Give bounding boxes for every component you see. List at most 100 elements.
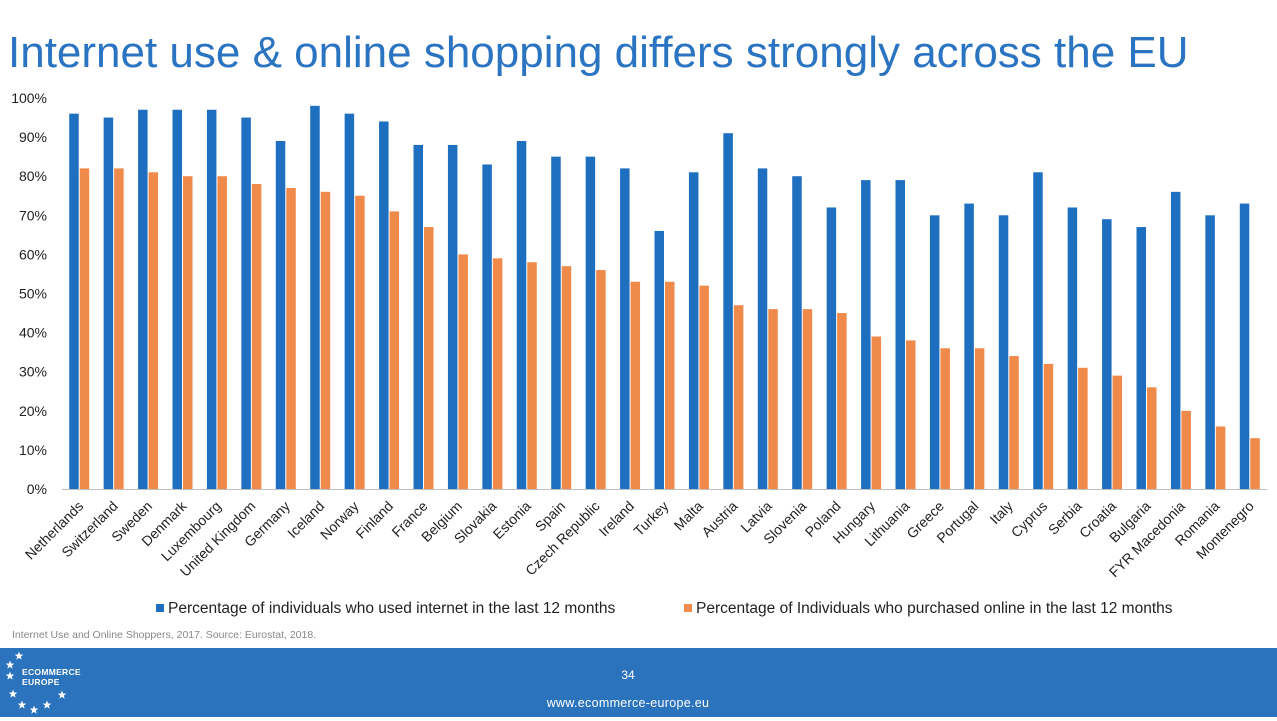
bar-purchase bbox=[355, 195, 365, 489]
x-tick-label: Ireland bbox=[596, 498, 638, 540]
page-number: 34 bbox=[621, 668, 635, 682]
bar-internet bbox=[1102, 219, 1112, 489]
bar-purchase bbox=[974, 348, 985, 489]
bar-internet bbox=[964, 203, 974, 489]
bar-purchase bbox=[906, 340, 916, 489]
x-tick-label: Turkey bbox=[630, 498, 671, 539]
bar-purchase bbox=[768, 309, 778, 489]
bar-purchase bbox=[940, 348, 950, 489]
legend-item-purchase: Percentage of Individuals who purchased … bbox=[684, 600, 1173, 618]
bar-internet bbox=[1205, 215, 1215, 490]
y-tick-label: 30% bbox=[19, 364, 47, 380]
x-tick-label: Austria bbox=[698, 498, 740, 540]
star-icon bbox=[8, 689, 18, 698]
bar-purchase bbox=[492, 258, 503, 489]
bar-internet bbox=[103, 117, 114, 490]
y-tick-label: 50% bbox=[19, 286, 47, 302]
x-tick-label: Italy bbox=[986, 498, 1015, 527]
legend-swatch-internet bbox=[156, 604, 164, 612]
page-title: Internet use & online shopping differs s… bbox=[8, 28, 1189, 77]
bar-internet bbox=[551, 156, 561, 489]
bar-internet bbox=[757, 168, 768, 489]
bar-internet bbox=[275, 141, 286, 489]
legend-label-purchase: Percentage of Individuals who purchased … bbox=[696, 600, 1173, 617]
bar-internet bbox=[447, 144, 458, 490]
bar-internet bbox=[379, 121, 389, 490]
star-icon bbox=[5, 660, 15, 669]
bar-internet bbox=[998, 215, 1009, 490]
bar-purchase bbox=[1043, 363, 1054, 489]
bar-purchase bbox=[1009, 356, 1019, 489]
bar-purchase bbox=[148, 172, 159, 489]
y-tick-label: 100% bbox=[11, 90, 47, 106]
star-icon bbox=[17, 700, 27, 709]
bar-purchase bbox=[1215, 426, 1226, 489]
y-tick-label: 90% bbox=[19, 129, 47, 145]
y-axis: 0% 10% 20% 30% 40% 50% 60% 70% 80% 90% 100% bbox=[11, 90, 47, 497]
bar-purchase bbox=[837, 313, 847, 489]
bar-purchase bbox=[596, 270, 606, 489]
x-tick-label: Norway bbox=[317, 498, 362, 543]
bar-internet bbox=[482, 164, 492, 489]
y-tick-label: 60% bbox=[19, 246, 47, 262]
footer-url[interactable]: www.ecommerce-europe.eu bbox=[546, 696, 710, 710]
bar-purchase bbox=[183, 176, 193, 489]
bar-internet bbox=[1136, 227, 1146, 489]
bar-purchase bbox=[699, 285, 709, 489]
bar-internet bbox=[1067, 207, 1078, 489]
star-icon bbox=[42, 700, 52, 709]
y-tick-label: 70% bbox=[19, 207, 47, 223]
bar-purchase bbox=[1112, 375, 1123, 489]
bar-purchase bbox=[320, 191, 331, 489]
bar-purchase bbox=[871, 336, 882, 489]
bar-internet bbox=[241, 117, 251, 490]
legend-item-internet: Percentage of individuals who used inter… bbox=[156, 600, 615, 618]
bar-internet bbox=[172, 109, 182, 490]
bar-purchase bbox=[114, 168, 124, 489]
bar-internet bbox=[792, 176, 802, 489]
x-axis: NetherlandsSwitzerlandSwedenDenmarkLuxem… bbox=[22, 489, 1267, 580]
bar-purchase bbox=[251, 184, 262, 489]
bar-internet bbox=[861, 180, 871, 490]
bar-internet bbox=[206, 109, 217, 490]
legend-swatch-purchase bbox=[684, 604, 692, 612]
y-tick-label: 80% bbox=[19, 168, 47, 184]
x-tick-label: Finland bbox=[352, 498, 396, 542]
footer-bar: ECOMMERCE EUROPE 34 www.ecommerce-europe… bbox=[0, 648, 1277, 717]
star-icon bbox=[5, 671, 15, 680]
logo-text-line1: ECOMMERCE bbox=[22, 667, 81, 677]
bar-internet bbox=[138, 109, 148, 490]
bar-purchase bbox=[733, 305, 744, 489]
bar-internet bbox=[344, 113, 355, 489]
bar-internet bbox=[413, 144, 423, 490]
ecommerce-europe-logo: ECOMMERCE EUROPE bbox=[4, 651, 94, 716]
y-tick-label: 40% bbox=[19, 325, 47, 341]
bar-purchase bbox=[665, 281, 675, 489]
bar-purchase bbox=[802, 309, 813, 489]
legend-label-internet: Percentage of individuals who used inter… bbox=[168, 600, 616, 617]
bar-purchase bbox=[1078, 367, 1088, 489]
star-icon bbox=[29, 705, 39, 714]
bar-internet bbox=[310, 105, 320, 489]
bar-purchase bbox=[630, 281, 641, 489]
bar-purchase bbox=[286, 187, 296, 489]
bar-internet bbox=[620, 168, 630, 489]
y-tick-label: 20% bbox=[19, 403, 47, 419]
x-tick-label: Estonia bbox=[490, 498, 534, 542]
bar-purchase bbox=[1147, 387, 1157, 489]
bar-purchase bbox=[1250, 438, 1260, 489]
bar-purchase bbox=[458, 254, 468, 489]
eu-stars-icon bbox=[5, 651, 67, 714]
star-icon bbox=[14, 651, 24, 660]
bar-internet bbox=[723, 133, 733, 489]
source-note: Internet Use and Online Shoppers, 2017. … bbox=[12, 629, 317, 641]
bar-internet bbox=[688, 172, 699, 489]
bar-purchase bbox=[389, 211, 400, 489]
bar-purchase bbox=[217, 176, 227, 489]
y-tick-label: 0% bbox=[27, 481, 47, 497]
bar-internet bbox=[895, 180, 905, 490]
chart-legend: Percentage of individuals who used inter… bbox=[0, 600, 1277, 622]
y-tick-label: 10% bbox=[19, 442, 47, 458]
bar-purchase bbox=[527, 262, 537, 489]
bar-purchase bbox=[561, 266, 572, 489]
